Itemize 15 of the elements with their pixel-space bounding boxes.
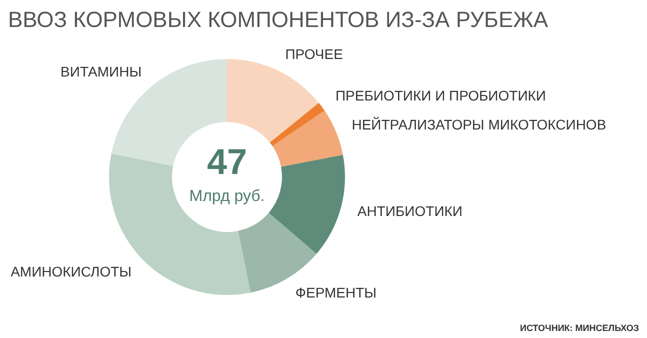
slice-label: НЕЙТРАЛИЗАТОРЫ МИКОТОКСИНОВ [352, 116, 606, 132]
slice-label: ВИТАМИНЫ [60, 63, 142, 80]
slice-label: АНТИБИОТИКИ [357, 202, 462, 219]
text: ИСТОЧНИК: МИНСЕЛЬХОЗ [520, 323, 640, 333]
donut-slice [227, 59, 319, 142]
chart-title: ВВОЗ КОРМОВЫХ КОМПОНЕНТОВ ИЗ-ЗА РУБЕЖА [8, 7, 548, 32]
text: Млрд руб. [189, 188, 265, 205]
slice-label: ПРОЧЕЕ [285, 46, 343, 62]
donut-slice [272, 110, 343, 167]
text: 47 [206, 141, 248, 182]
slice-label: АМИНОКИСЛОТЫ [10, 263, 132, 280]
slice-label: ФЕРМЕНТЫ [295, 284, 377, 300]
donut-slice [270, 102, 325, 146]
slice-label: ПРЕБИОТИКИ И ПРОБИОТИКИ [335, 88, 546, 104]
donut-slice [268, 154, 345, 254]
